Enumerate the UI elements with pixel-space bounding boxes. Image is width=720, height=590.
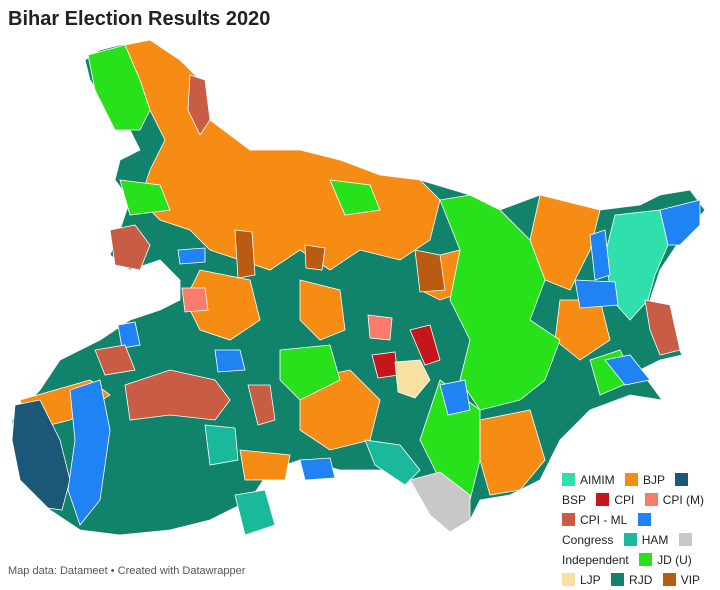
legend-label: BSP (562, 493, 587, 507)
legend-label: RJD (629, 573, 653, 587)
region (299, 457, 336, 481)
region (394, 359, 431, 399)
region (177, 247, 206, 265)
legend-item: HAM (623, 533, 669, 547)
region (409, 324, 441, 366)
region (181, 287, 209, 313)
legend-swatch (596, 493, 610, 506)
footer: Map data: Datameet • Created with Datawr… (8, 565, 246, 577)
legend-swatch (678, 533, 692, 546)
region (367, 314, 393, 341)
legend-swatch (562, 573, 575, 586)
legend-label: VIP (680, 573, 701, 587)
legend-label: Congress (562, 533, 614, 547)
legend-label: Independent (562, 553, 629, 567)
legend-swatch (644, 493, 658, 506)
legend-item: VIP (662, 573, 701, 587)
region (439, 194, 561, 411)
legend-swatch (639, 553, 653, 566)
legend: AIMIM BJP BSP CPI CPI (M) CPI - ML Congr… (562, 470, 714, 590)
legend-label: AIMIM (580, 473, 615, 487)
region (279, 344, 341, 401)
legend-item: BSP (562, 473, 693, 507)
region (187, 74, 211, 136)
region (644, 299, 681, 356)
legend-swatch (625, 473, 639, 486)
region (94, 344, 136, 376)
legend-label: CPI (M) (662, 493, 705, 507)
region (329, 179, 381, 216)
legend-label: JD (U) (657, 553, 692, 567)
region (239, 449, 291, 481)
region (364, 439, 421, 486)
region (604, 354, 651, 386)
legend-label: BJP (643, 473, 666, 487)
legend-item: JD (U) (639, 553, 692, 567)
legend-item: LJP (562, 573, 601, 587)
legend-item: Independent (562, 533, 697, 567)
legend-label: CPI - ML (580, 513, 628, 527)
legend-item: CPI - ML (562, 513, 627, 527)
map-title: Bihar Election Results 2020 (8, 8, 271, 30)
region (204, 424, 239, 466)
region (304, 244, 326, 271)
region (409, 471, 471, 533)
legend-item: CPI (596, 493, 634, 507)
legend-swatch (562, 473, 575, 486)
legend-item: CPI (M) (644, 493, 705, 507)
region (234, 489, 276, 536)
region (117, 321, 141, 349)
region (214, 349, 246, 373)
legend-item: Congress (562, 513, 656, 547)
region (87, 44, 151, 131)
legend-swatch (662, 573, 676, 586)
region (234, 229, 256, 279)
legend-swatch (611, 573, 625, 586)
region (414, 249, 446, 293)
legend-item: AIMIM (562, 473, 615, 487)
legend-item: BJP (625, 473, 665, 487)
region (439, 379, 471, 416)
region (247, 384, 276, 426)
region (574, 279, 619, 309)
legend-swatch (675, 473, 689, 486)
legend-swatch (562, 513, 575, 526)
region (109, 224, 151, 271)
legend-label: HAM (641, 533, 669, 547)
region (119, 179, 171, 216)
region (11, 399, 71, 511)
legend-item: RJD (611, 573, 652, 587)
legend-label: CPI (614, 493, 635, 507)
legend-swatch (623, 533, 637, 546)
legend-swatch (637, 513, 651, 526)
region (589, 229, 611, 281)
region (659, 199, 701, 246)
region (124, 369, 231, 421)
region (67, 379, 111, 526)
legend-label: LJP (580, 573, 601, 587)
region (299, 279, 346, 341)
